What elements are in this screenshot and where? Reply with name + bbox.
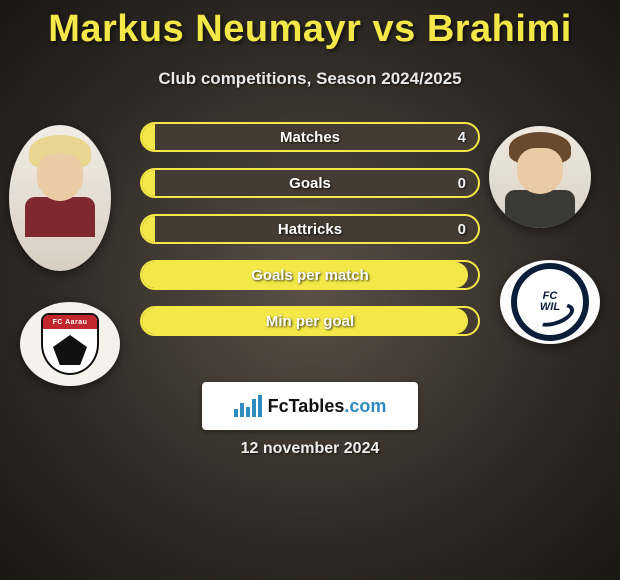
player-right-avatar: [489, 126, 591, 228]
subtitle: Club competitions, Season 2024/2025: [0, 69, 620, 89]
branding-text: FcTables.com: [268, 396, 387, 417]
club-left-badge: FC Aarau: [20, 302, 120, 386]
eagle-icon: [53, 335, 87, 365]
metric-label: Hattricks: [142, 216, 478, 242]
club-left-label: FC Aarau: [43, 315, 97, 329]
branding-badge[interactable]: FcTables.com: [202, 382, 418, 430]
metric-row: Hattricks 0: [140, 214, 480, 244]
metric-row: Min per goal: [140, 306, 480, 336]
date-label: 12 november 2024: [0, 440, 620, 458]
club-right-badge: FCWIL: [500, 260, 600, 344]
metric-label: Matches: [142, 124, 478, 150]
metric-row: Goals 0: [140, 168, 480, 198]
metric-row: Goals per match: [140, 260, 480, 290]
metric-value: 0: [458, 170, 466, 196]
player-left-avatar: [9, 125, 111, 271]
metric-label: Goals per match: [142, 262, 478, 288]
metric-label: Goals: [142, 170, 478, 196]
page-title: Markus Neumayr vs Brahimi: [0, 0, 620, 51]
metrics-list: Matches 4 Goals 0 Hattricks 0 Goals per …: [140, 122, 480, 352]
chart-icon: [234, 395, 262, 417]
metric-label: Min per goal: [142, 308, 478, 334]
metric-value: 0: [458, 216, 466, 242]
metric-row: Matches 4: [140, 122, 480, 152]
metric-value: 4: [458, 124, 466, 150]
